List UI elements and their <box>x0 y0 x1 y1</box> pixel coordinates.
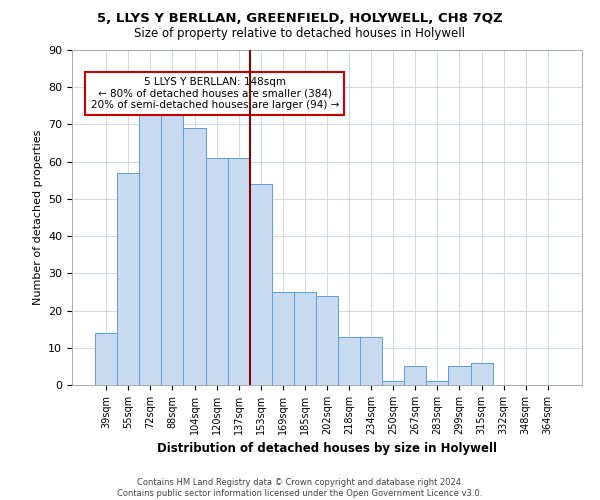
Bar <box>382 382 404 385</box>
Bar <box>184 128 206 385</box>
Bar <box>250 184 272 385</box>
Bar <box>448 366 470 385</box>
Bar <box>117 173 139 385</box>
Bar <box>404 366 427 385</box>
Bar <box>95 333 117 385</box>
Text: Contains HM Land Registry data © Crown copyright and database right 2024.
Contai: Contains HM Land Registry data © Crown c… <box>118 478 482 498</box>
Bar <box>470 362 493 385</box>
Text: 5, LLYS Y BERLLAN, GREENFIELD, HOLYWELL, CH8 7QZ: 5, LLYS Y BERLLAN, GREENFIELD, HOLYWELL,… <box>97 12 503 26</box>
X-axis label: Distribution of detached houses by size in Holywell: Distribution of detached houses by size … <box>157 442 497 456</box>
Bar <box>338 336 360 385</box>
Bar <box>294 292 316 385</box>
Bar <box>161 114 184 385</box>
Text: 5 LLYS Y BERLLAN: 148sqm
← 80% of detached houses are smaller (384)
20% of semi-: 5 LLYS Y BERLLAN: 148sqm ← 80% of detach… <box>91 77 339 110</box>
Y-axis label: Number of detached properties: Number of detached properties <box>32 130 43 305</box>
Bar <box>139 114 161 385</box>
Text: Size of property relative to detached houses in Holywell: Size of property relative to detached ho… <box>134 28 466 40</box>
Bar <box>360 336 382 385</box>
Bar <box>227 158 250 385</box>
Bar <box>206 158 227 385</box>
Bar <box>272 292 294 385</box>
Bar <box>316 296 338 385</box>
Bar <box>427 382 448 385</box>
